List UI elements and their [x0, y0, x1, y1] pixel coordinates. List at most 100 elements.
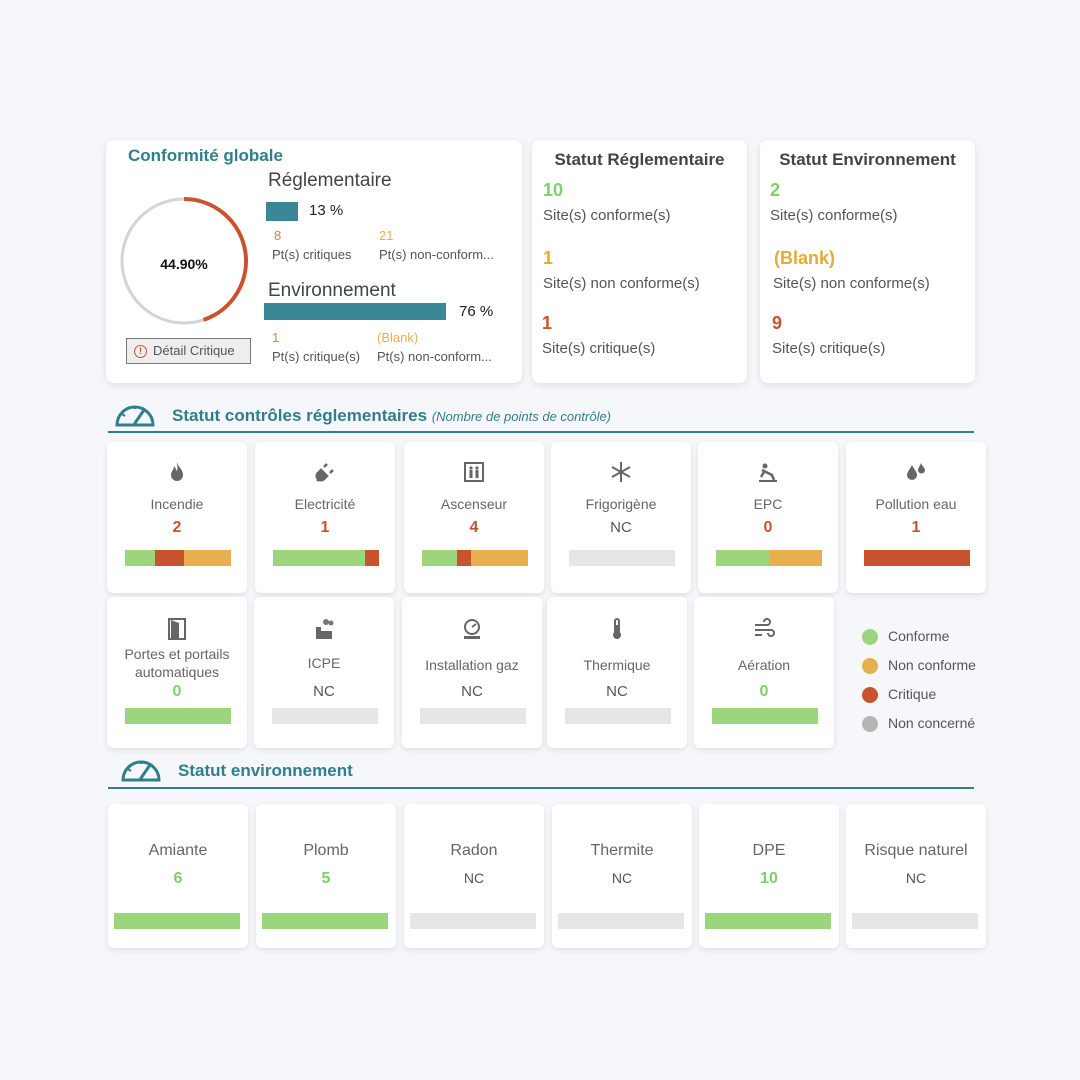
environnement-percent: 76 % — [459, 303, 494, 320]
env-tile-dpe[interactable]: DPE 10 — [699, 804, 839, 948]
env-tile-amiante[interactable]: Amiante 6 — [108, 804, 248, 948]
legend-label: Conforme — [888, 628, 950, 644]
tile-value: NC — [313, 683, 335, 700]
reg-tile-installation-gaz[interactable]: Installation gaz NC — [402, 597, 542, 748]
tile-value: 2 — [172, 519, 182, 536]
plug-icon — [313, 460, 337, 484]
statut-environnement-title: Statut Environnement — [779, 150, 956, 169]
env-sites-critiques-label: Site(s) critique(s) — [772, 340, 886, 357]
reg-nonconform-value: 21 — [379, 228, 394, 243]
reg-critical-value: 8 — [274, 228, 282, 243]
status-bar — [705, 913, 831, 929]
tile-value: 0 — [763, 519, 773, 536]
status-bar-segment-grey — [410, 913, 536, 929]
env-sites-critiques-value: 9 — [772, 313, 783, 333]
reg-sites-critiques-value: 1 — [542, 313, 553, 333]
reg-tile-thermique[interactable]: Thermique NC — [547, 597, 687, 748]
reg-tile-frigorig-ne[interactable]: Frigorigène NC — [551, 442, 691, 593]
global-compliance-title: Conformité globale — [128, 146, 283, 165]
reglementaire-title: Réglementaire — [268, 170, 392, 191]
env-tile-risque-naturel[interactable]: Risque naturel NC — [846, 804, 986, 948]
reg-tile-a-ration[interactable]: Aération 0 — [694, 597, 834, 748]
status-bar-segment-orange — [470, 550, 528, 566]
tile-name: Ascenseur — [440, 496, 508, 512]
tile-value: 10 — [760, 870, 778, 887]
factory-icon — [312, 617, 336, 641]
env-tile-radon[interactable]: Radon NC — [404, 804, 544, 948]
tile-name: Radon — [450, 842, 498, 859]
statut-environnement-card: Statut Environnement 2 Site(s) conforme(… — [760, 140, 975, 383]
status-bar-segment-orange — [184, 550, 231, 566]
status-bar — [864, 550, 970, 566]
tile-name: Amiante — [148, 842, 208, 859]
reg-sites-nonconformes-value: 1 — [543, 248, 554, 268]
reg-nonconform-label: Pt(s) non-conform... — [379, 247, 494, 262]
env-sites-conformes-label: Site(s) conforme(s) — [770, 207, 898, 224]
tile-name: Installation gaz — [425, 657, 519, 673]
tile-value: NC — [463, 870, 485, 886]
tile-name: EPC — [753, 496, 783, 512]
legend-label: Non concerné — [888, 715, 976, 731]
fire-icon — [165, 460, 189, 484]
tile-value: NC — [606, 683, 628, 700]
section-reg-subtitle: (Nombre de points de contrôle) — [431, 409, 612, 424]
section-reg-title-text: Statut contrôles réglementaires — [172, 406, 428, 425]
section-env-divider — [108, 787, 974, 789]
env-sites-nonconformes-value: (Blank) — [774, 248, 836, 268]
compliance-gauge — [120, 197, 248, 325]
status-bar-segment-red — [864, 550, 970, 566]
reg-tile-pollution-eau[interactable]: Pollution eau 1 — [846, 442, 986, 593]
tile-value: NC — [611, 870, 633, 886]
reg-tile-electricit-[interactable]: Electricité 1 — [255, 442, 395, 593]
global-compliance-card: Conformité globale 44.90% ! Détail Critiq… — [106, 140, 522, 383]
status-bar-segment-green — [273, 550, 366, 566]
legend-item: Non conforme — [862, 657, 976, 675]
status-bar-segment-grey — [569, 550, 675, 566]
tile-name: Pollution eau — [875, 496, 957, 512]
thermometer-icon — [605, 617, 629, 641]
status-bar — [712, 708, 818, 724]
status-bar — [114, 913, 240, 929]
status-bar-segment-green — [712, 708, 818, 724]
legend-dot — [862, 716, 878, 733]
speedometer-icon — [115, 405, 155, 427]
reg-tile-icpe[interactable]: ICPE NC — [254, 597, 394, 748]
status-bar-segment-green — [125, 550, 155, 566]
tile-value: 5 — [321, 870, 331, 887]
status-bar — [273, 550, 379, 566]
status-bar-segment-green — [716, 550, 769, 566]
tile-name: Portes et portails automatiques — [124, 646, 230, 680]
env-tile-plomb[interactable]: Plomb 5 — [256, 804, 396, 948]
reg-tile-incendie[interactable]: Incendie 2 — [107, 442, 247, 593]
environnement-title: Environnement — [268, 280, 396, 301]
elevator-icon — [462, 460, 486, 484]
legend-label: Critique — [888, 686, 937, 702]
reg-tile-portes-et-portails-automatiques[interactable]: Portes et portails automatiques 0 — [107, 597, 247, 748]
detail-critique-button[interactable]: ! Détail Critique — [126, 338, 251, 364]
reg-sites-nonconformes-label: Site(s) non conforme(s) — [543, 275, 700, 292]
status-bar — [420, 708, 526, 724]
status-bar — [422, 550, 528, 566]
tile-name: Electricité — [294, 496, 356, 512]
gas-meter-icon — [460, 617, 484, 641]
section-reg-divider — [108, 431, 974, 433]
status-bar — [569, 550, 675, 566]
status-bar-segment-red — [456, 550, 471, 566]
tile-value: 4 — [469, 519, 479, 536]
legend-dot — [862, 629, 878, 646]
speedometer-icon — [121, 760, 161, 782]
section-env-title: Statut environnement — [178, 761, 353, 780]
water-drops-icon — [904, 460, 928, 484]
reg-tile-epc[interactable]: EPC 0 — [698, 442, 838, 593]
legend-dot — [862, 687, 878, 704]
reg-tile-ascenseur[interactable]: Ascenseur 4 — [404, 442, 544, 593]
status-bar-segment-green — [262, 913, 388, 929]
status-bar — [410, 913, 536, 929]
env-tile-thermite[interactable]: Thermite NC — [552, 804, 692, 948]
tile-value: NC — [905, 870, 927, 886]
env-critical-value: 1 — [272, 330, 280, 345]
status-bar-segment-green — [422, 550, 457, 566]
reg-critical-label: Pt(s) critiques — [272, 247, 352, 262]
status-bar-segment-grey — [420, 708, 526, 724]
status-bar-segment-green — [125, 708, 231, 724]
